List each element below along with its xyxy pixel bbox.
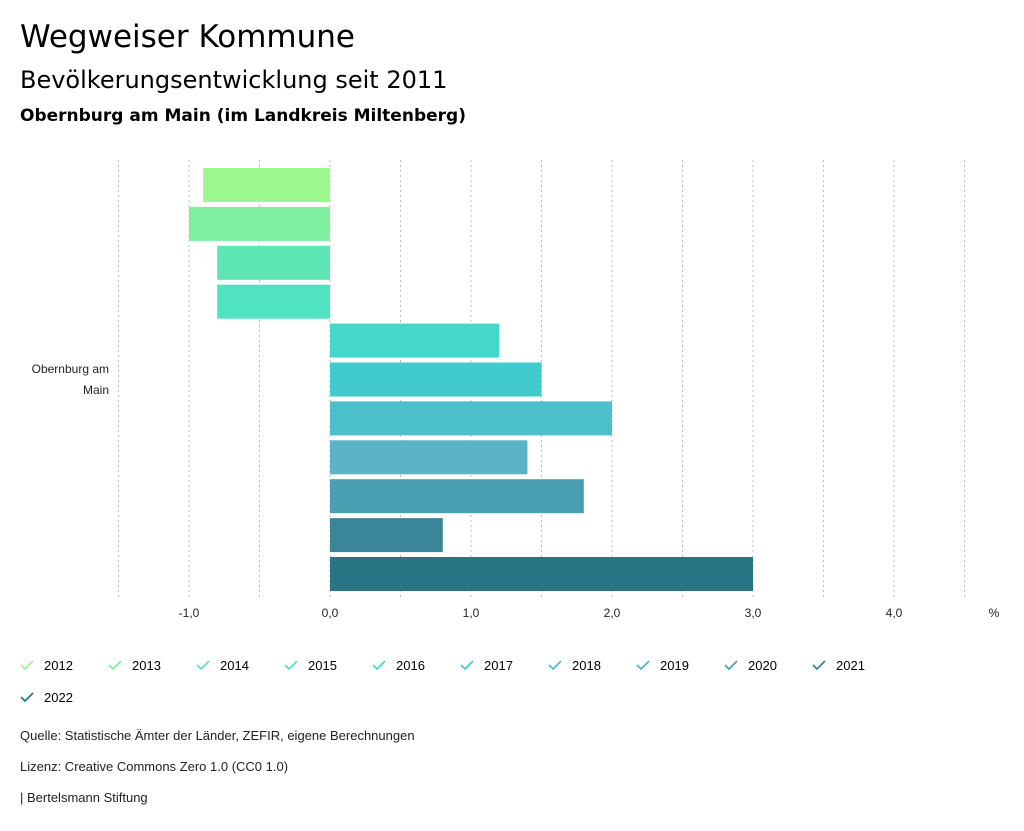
legend-item-2018[interactable]: 2018 [548,652,601,678]
legend-label: 2020 [748,657,777,673]
check-icon [724,660,738,671]
category-label: Obernburg am [32,362,109,376]
legend-item-2019[interactable]: 2019 [636,652,689,678]
bar-2017 [330,362,542,397]
check-icon [372,660,386,671]
bar-2021 [330,518,443,553]
check-icon [108,660,122,671]
legend-label: 2014 [220,657,249,673]
legend-label: 2016 [396,657,425,673]
legend-label: 2013 [132,657,161,673]
publisher-text: | Bertelsmann Stiftung [20,790,148,805]
x-tick-label: 3,0 [745,606,762,620]
bar-2020 [330,479,584,514]
legend-label: 2022 [44,689,73,705]
bar-2018 [330,401,612,436]
x-tick-label: 2,0 [604,606,621,620]
bar-2022 [330,557,753,591]
legend-label: 2012 [44,657,73,673]
legend-item-2016[interactable]: 2016 [372,652,425,678]
check-icon [20,692,34,703]
license-text: Lizenz: Creative Commons Zero 1.0 (CC0 1… [20,759,289,774]
bar-2013 [189,206,330,241]
bar-2012 [203,168,330,202]
chart-title: Wegweiser Kommune [20,19,355,55]
chart-subtitle: Bevölkerungsentwicklung seit 2011 [20,66,448,94]
bar-2016 [330,323,500,358]
legend-item-2013[interactable]: 2013 [108,652,161,678]
x-tick-label: 1,0 [463,606,480,620]
legend-item-2015[interactable]: 2015 [284,652,337,678]
bar-2014 [217,245,330,280]
source-text: Quelle: Statistische Ämter der Länder, Z… [20,728,415,743]
region-label: Obernburg am Main (im Landkreis Miltenbe… [20,106,466,126]
legend-item-2017[interactable]: 2017 [460,652,513,678]
check-icon [196,660,210,671]
legend-label: 2015 [308,657,337,673]
legend-item-2012[interactable]: 2012 [20,652,73,678]
category-label: Main [83,383,109,397]
legend-item-2022[interactable]: 2022 [20,684,73,710]
check-icon [812,660,826,671]
legend-label: 2019 [660,657,689,673]
legend-item-2021[interactable]: 2021 [812,652,865,678]
check-icon [284,660,298,671]
x-tick-label: -1,0 [179,606,200,620]
legend-label: 2017 [484,657,513,673]
x-tick-label: 4,0 [886,606,903,620]
check-icon [460,660,474,671]
check-icon [636,660,650,671]
check-icon [548,660,562,671]
legend-label: 2018 [572,657,601,673]
unit-label: % [989,606,1000,620]
legend-item-2020[interactable]: 2020 [724,652,777,678]
check-icon [20,660,34,671]
bar-chart: -1,0 0,0 1,0 2,0 3,0 4,0 % Obernburg am Main [32,160,1000,620]
bar-2015 [217,284,330,319]
legend-label: 2021 [836,657,865,673]
x-tick-label: 0,0 [322,606,339,620]
legend-item-2014[interactable]: 2014 [196,652,249,678]
bar-2019 [330,440,528,475]
